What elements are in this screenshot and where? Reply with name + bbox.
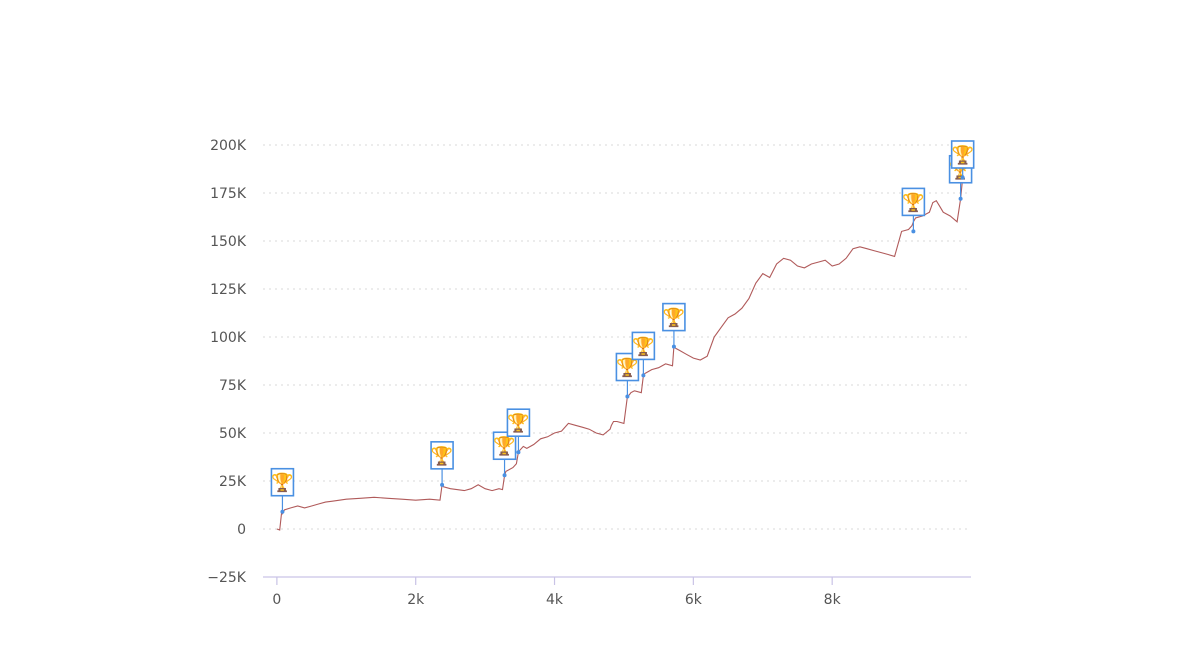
marker-box (270, 467, 295, 497)
marker-point (671, 344, 676, 349)
trophy-icon: 🏆 (507, 412, 529, 434)
trophy-icon: 🏆 (632, 335, 654, 357)
marker-box (506, 408, 531, 438)
trophy-marker[interactable]: 🏆 (270, 467, 295, 514)
trophy-icon: 🏆 (616, 357, 638, 379)
marker-point (280, 509, 285, 514)
marker-point (958, 196, 963, 201)
grid-lines (263, 144, 971, 530)
trophy-marker[interactable]: 🏆 (901, 187, 926, 234)
marker-box (615, 352, 640, 382)
x-tick-label: 6k (685, 592, 703, 608)
trophy-marker[interactable]: 🏆 (631, 331, 656, 378)
marker-point (960, 175, 965, 180)
trophy-icon: 🏆 (271, 472, 293, 494)
y-tick-label: 150K (210, 234, 247, 250)
series-line (276, 177, 964, 531)
series-layer (276, 177, 964, 531)
y-tick-label: 100K (210, 330, 247, 346)
marker-point (502, 473, 507, 478)
y-tick-label: 175K (210, 186, 247, 202)
marker-box (492, 431, 517, 461)
y-tick-label: 200K (210, 138, 247, 154)
x-tick-label: 0 (272, 592, 281, 608)
trophy-icon: 🏆 (902, 191, 924, 213)
marker-box (430, 441, 454, 470)
marker-point (516, 450, 521, 455)
marker-box (901, 187, 926, 217)
y-tick-label: −25K (207, 570, 247, 586)
marker-box (662, 302, 686, 332)
y-tick-label: 75K (219, 378, 247, 394)
y-tick-label: 50K (219, 426, 247, 442)
marker-box (631, 331, 656, 361)
marker-box (950, 140, 975, 169)
y-tick-label: 25K (219, 474, 247, 490)
trophy-icon: 🏆 (493, 435, 515, 457)
marker-point (440, 482, 445, 487)
x-tick-label: 8k (824, 592, 842, 608)
x-tick-label: 4k (546, 592, 564, 608)
trophy-icon: 🏆 (951, 144, 973, 166)
y-tick-label: 0 (237, 522, 246, 538)
marker-point (625, 394, 630, 399)
marker-point (641, 373, 646, 378)
trophy-marker[interactable]: 🏆 (662, 302, 686, 349)
trophy-icon: 🏆 (431, 445, 453, 467)
markers-layer: 🏆🏆 🏆🏆🏆🏆🏆🏆🏆🏆 (270, 140, 975, 514)
trophy-marker[interactable]: 🏆 (506, 408, 531, 455)
y-tick-label: 125K (210, 282, 247, 298)
trophy-marker[interactable]: 🏆 (430, 441, 454, 487)
x-tick-label: 2k (407, 592, 425, 608)
marker-point (911, 229, 916, 234)
axes: −25K 0 25K 50K 75K 100K 125K 150K 175K 200K 0 2k 4k 6… (207, 138, 971, 608)
trophy-icon: 🏆 (663, 307, 685, 329)
trophy-marker[interactable]: 🏆 (615, 352, 640, 399)
trophy-marker[interactable]: 🏆 (492, 431, 517, 478)
trophy-marker[interactable]: 🏆 (950, 140, 975, 180)
